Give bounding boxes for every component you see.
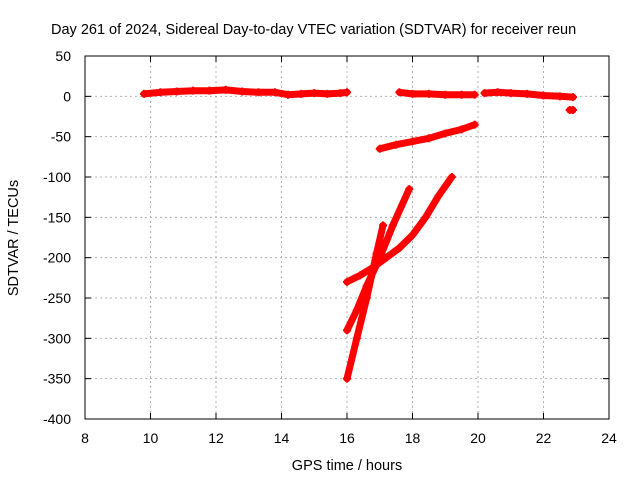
data-point — [408, 137, 417, 146]
data-point — [156, 88, 165, 97]
data-point — [441, 90, 450, 99]
data-point — [392, 140, 401, 149]
x-tick-label: 8 — [81, 430, 89, 446]
x-tick-label: 16 — [339, 430, 355, 446]
y-tick-label: -150 — [43, 209, 71, 225]
series-arc-8 — [343, 221, 387, 383]
data-point — [238, 87, 247, 96]
x-tick-label: 20 — [470, 430, 486, 446]
data-point — [375, 144, 384, 153]
y-tick-label: -100 — [43, 169, 71, 185]
data-point — [254, 88, 263, 97]
y-tick-label: -250 — [43, 290, 71, 306]
data-point — [568, 106, 577, 115]
data-point — [506, 89, 515, 98]
x-tick-label: 14 — [274, 430, 290, 446]
y-tick-label: -200 — [43, 250, 71, 266]
data-point — [424, 134, 433, 143]
data-point — [343, 277, 351, 286]
x-tick-label: 10 — [143, 430, 159, 446]
data-point — [379, 221, 388, 230]
data-point — [408, 231, 417, 240]
series-arc-6 — [343, 173, 456, 286]
x-tick-label: 24 — [601, 430, 617, 446]
data-point — [310, 89, 319, 98]
data-point — [139, 89, 148, 98]
data-point — [405, 185, 414, 194]
data-point — [284, 90, 293, 99]
data-point — [352, 334, 361, 343]
y-tick-label: 50 — [55, 48, 71, 64]
data-point — [343, 374, 351, 383]
data-point — [172, 87, 181, 96]
data-point — [539, 91, 548, 100]
data-point — [470, 90, 479, 99]
data-point — [343, 88, 351, 97]
data-point — [395, 243, 404, 252]
data-point — [323, 89, 332, 98]
y-tick-label: -400 — [43, 411, 71, 427]
data-point — [408, 89, 417, 98]
data-point — [457, 90, 466, 99]
x-tick-label: 12 — [208, 430, 224, 446]
data-point — [356, 271, 365, 280]
data-point — [457, 125, 466, 134]
data-point — [434, 191, 443, 200]
y-axis-label: SDTVAR / TECUs — [6, 180, 22, 296]
data-point — [270, 88, 279, 97]
data-point — [205, 86, 214, 95]
data-point — [395, 88, 404, 97]
y-tick-label: -300 — [43, 330, 71, 346]
data-point — [523, 89, 532, 98]
data-point — [297, 89, 306, 98]
data-point — [362, 294, 371, 302]
data-point — [343, 326, 351, 335]
data-point — [568, 93, 577, 102]
data-point — [221, 85, 230, 94]
y-tick-label: 0 — [63, 88, 71, 104]
data-point — [421, 213, 430, 222]
data-point — [352, 306, 361, 315]
data-point — [470, 120, 479, 129]
x-tick-label: 18 — [405, 430, 421, 446]
y-tick-label: -50 — [51, 129, 71, 145]
data-point — [424, 89, 433, 98]
chart-title: Day 261 of 2024, Sidereal Day-to-day VTE… — [51, 22, 576, 38]
data-point — [555, 92, 564, 101]
data-point — [372, 249, 381, 258]
x-axis-label: GPS time / hours — [292, 458, 402, 474]
data-point — [447, 173, 456, 181]
data-point — [493, 88, 502, 97]
data-point — [388, 221, 397, 230]
data-point — [480, 89, 489, 98]
x-tick-label: 22 — [536, 430, 552, 446]
data-point — [441, 129, 450, 138]
axis-ticks: 8 10 12 14 16 18 20 22 24 50 0 -50 -100 -150 -200 -250 -… — [43, 48, 617, 446]
data-series — [139, 85, 577, 383]
data-point — [189, 86, 198, 95]
y-tick-label: -350 — [43, 371, 71, 387]
